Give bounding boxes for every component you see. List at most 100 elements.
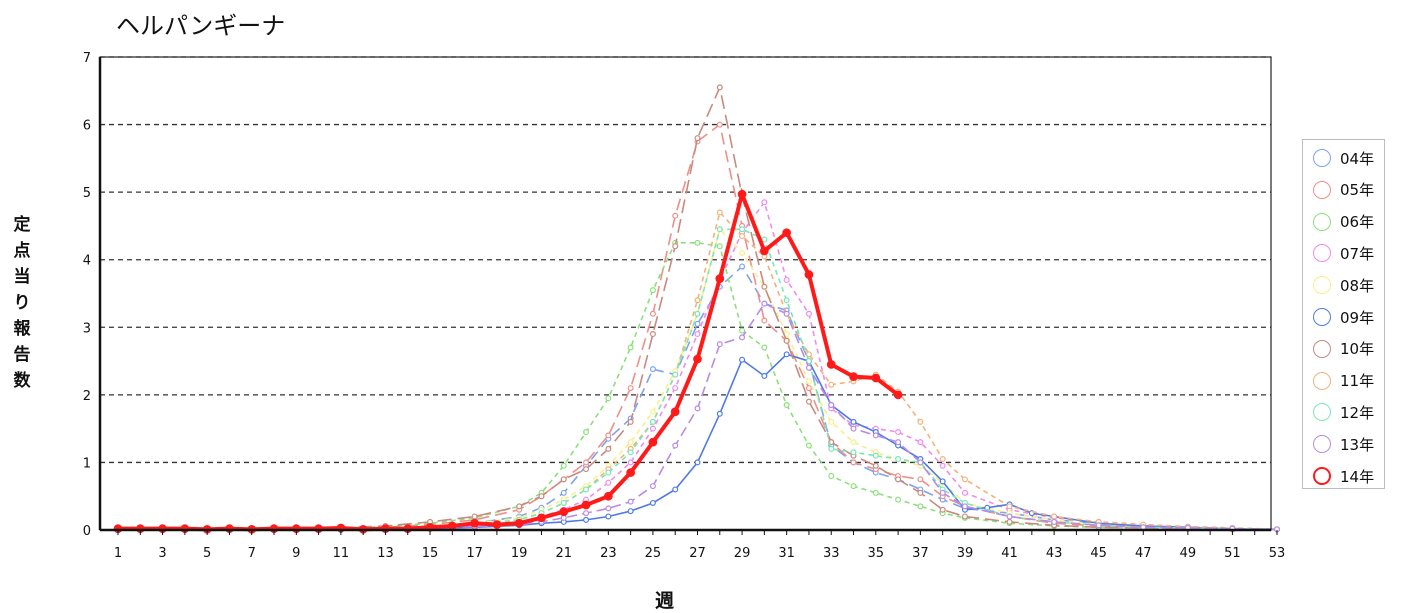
legend-label: 11年 <box>1340 372 1375 391</box>
data-point <box>828 445 835 452</box>
data-point <box>694 310 701 317</box>
data-point <box>627 449 634 456</box>
data-point <box>471 513 478 520</box>
x-tick-label: 7 <box>248 546 256 561</box>
x-tick-label: 39 <box>957 546 974 561</box>
data-point <box>737 189 747 199</box>
series-lines <box>113 84 1280 534</box>
data-point <box>693 354 702 364</box>
data-point <box>560 514 567 521</box>
data-point <box>761 199 768 206</box>
data-point <box>605 479 612 486</box>
data-point <box>893 390 903 400</box>
data-point <box>649 418 656 425</box>
data-point <box>694 405 701 412</box>
data-point <box>716 209 723 216</box>
x-tick-label: 3 <box>158 546 166 561</box>
y-tick-label: 3 <box>83 321 91 336</box>
legend-item: 09年 <box>1313 306 1374 328</box>
data-point <box>605 395 612 402</box>
legend-item: 04年 <box>1313 147 1374 169</box>
x-tick-label: 15 <box>422 546 439 561</box>
legend-item: 07年 <box>1313 242 1374 264</box>
data-point <box>895 439 902 446</box>
data-point <box>871 373 881 383</box>
y-tick-label: 6 <box>83 119 91 134</box>
data-point <box>649 366 656 373</box>
data-point <box>805 378 812 385</box>
data-point <box>672 212 679 219</box>
data-point <box>648 437 658 447</box>
data-point <box>826 360 836 369</box>
data-point <box>1095 522 1102 529</box>
data-point <box>649 499 656 506</box>
legend-marker <box>1313 403 1331 422</box>
data-point <box>850 459 857 466</box>
y-tick-label: 2 <box>83 389 91 404</box>
data-point <box>895 456 902 463</box>
x-tick-label: 35 <box>868 546 885 561</box>
series-line <box>118 353 1278 531</box>
data-point <box>761 344 768 351</box>
data-point <box>716 410 723 417</box>
data-point <box>583 486 590 493</box>
data-point <box>603 491 613 501</box>
data-point <box>649 287 656 294</box>
data-point <box>583 459 590 466</box>
legend-item: 12年 <box>1313 401 1374 423</box>
data-point <box>605 513 612 520</box>
data-point <box>716 341 723 348</box>
data-point <box>1051 513 1058 520</box>
data-point <box>872 489 879 496</box>
x-tick-label: 5 <box>203 546 211 561</box>
x-tick-label: 51 <box>1224 546 1241 561</box>
data-point <box>805 442 812 449</box>
data-point <box>1051 518 1058 525</box>
legend-label: 07年 <box>1340 244 1375 263</box>
y-tick-label: 1 <box>83 456 91 471</box>
x-tick-label: 17 <box>466 546 483 561</box>
x-tick-label: 53 <box>1269 546 1286 561</box>
data-point <box>470 518 479 528</box>
data-point <box>694 320 701 327</box>
data-point <box>605 505 612 512</box>
y-tick-label: 4 <box>83 254 91 269</box>
x-tick-label: 9 <box>292 546 300 561</box>
data-point <box>850 483 857 490</box>
data-point <box>605 432 612 439</box>
data-point <box>761 283 768 290</box>
data-point <box>649 408 656 415</box>
data-point <box>649 310 656 317</box>
data-point <box>917 503 924 510</box>
data-point <box>783 401 790 408</box>
legend-item: 14年 <box>1313 465 1374 487</box>
data-point <box>895 476 902 483</box>
data-point <box>694 297 701 304</box>
data-point <box>672 243 679 250</box>
x-tick-label: 13 <box>377 546 394 561</box>
legend: 04年 05年 06年 07年 08年 09年 10年 11年 12年 13年 14年 <box>1302 139 1385 489</box>
data-point <box>939 506 946 513</box>
legend-item: 05年 <box>1313 179 1374 201</box>
data-point <box>872 462 879 469</box>
legend-label: 05年 <box>1340 181 1375 200</box>
data-point <box>1006 513 1013 520</box>
data-point <box>805 364 812 371</box>
x-tick-label: 45 <box>1090 546 1107 561</box>
y-tick-label: 0 <box>83 524 91 539</box>
data-point <box>694 239 701 246</box>
series-line <box>118 265 1278 531</box>
data-point <box>917 418 924 425</box>
legend-marker <box>1313 467 1331 485</box>
x-tick-label: 25 <box>645 546 662 561</box>
data-point <box>804 270 814 279</box>
data-point <box>850 425 857 432</box>
data-point <box>961 476 968 483</box>
data-point <box>560 476 567 483</box>
x-tick-label: 27 <box>689 546 706 561</box>
legend-item: 10年 <box>1313 338 1374 360</box>
series-line <box>118 302 1278 531</box>
legend-marker <box>1313 371 1331 390</box>
data-point <box>961 489 968 496</box>
